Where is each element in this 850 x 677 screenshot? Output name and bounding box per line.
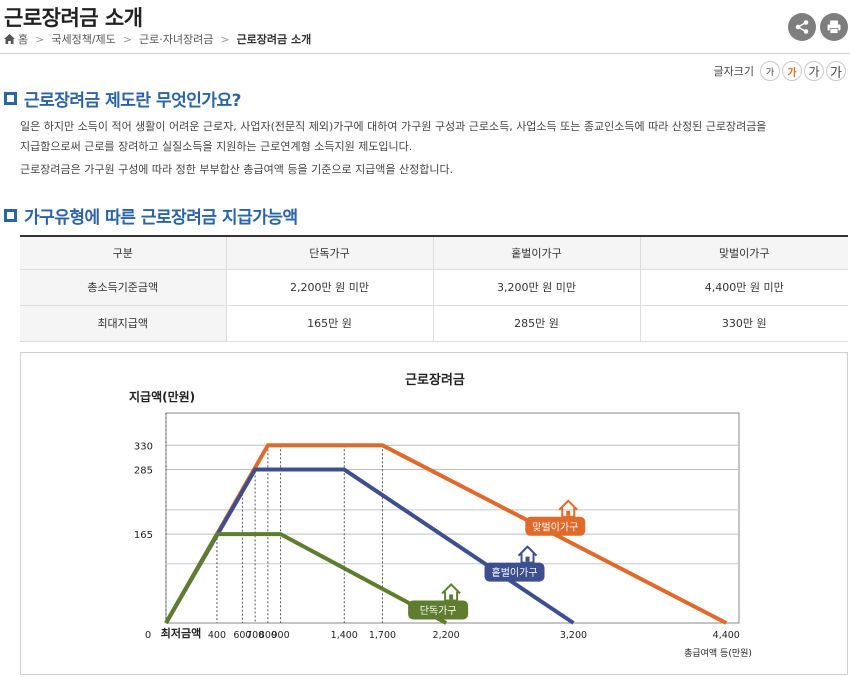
x-tick-label: 700	[246, 630, 264, 641]
table-cell: 330만 원	[639, 305, 848, 342]
series-line	[164, 467, 575, 625]
x-tick-label: 800	[259, 630, 277, 641]
table-row-label: 최대지급액	[20, 305, 226, 342]
font-size-smaller-button[interactable]: 가	[760, 61, 780, 81]
square-bullet-icon	[4, 92, 17, 105]
x-tick-label: 3,200	[560, 630, 587, 641]
y-tick-label: 165	[134, 530, 153, 541]
plot-frame	[165, 412, 740, 624]
font-size-larger-button[interactable]: 가	[804, 61, 824, 81]
x-tick-label: 900	[272, 630, 290, 641]
house-icon	[558, 499, 578, 518]
series-label-badge	[484, 562, 545, 582]
x-min-label: 최저금액	[161, 626, 201, 640]
table-header-cell: 구분	[20, 235, 226, 270]
x-tick-label: 1,700	[369, 630, 396, 641]
y-tick-label: 285	[134, 466, 153, 477]
breadcrumb-home[interactable]: 홈	[18, 33, 29, 46]
x-origin-label: 0	[145, 630, 151, 641]
house-door-icon	[525, 556, 530, 562]
intro-heading-text: 근로장려금 제도란 무엇인가요?	[24, 91, 242, 111]
series-label-badge	[525, 516, 586, 536]
breadcrumb: 홈 > 국세정책/제도 > 근로·자녀장려금 > 근로장려금 소개	[4, 31, 311, 47]
series-label-badge	[408, 600, 469, 620]
font-size-largest-button[interactable]: 가	[826, 61, 846, 81]
series-line	[164, 532, 448, 625]
square-bullet-icon	[4, 209, 17, 222]
house-door-icon	[449, 594, 454, 600]
home-icon[interactable]	[4, 34, 15, 44]
house-icon	[517, 545, 538, 564]
series-label: 홑벌이가구	[492, 566, 538, 579]
x-tick-label: 4,400	[713, 630, 740, 641]
breadcrumb-tax-policy[interactable]: 국세정책/제도	[51, 33, 116, 46]
y-tick-label: 330	[134, 441, 153, 452]
table-header-cell: 홑벌이가구	[432, 235, 640, 270]
y-axis-label: 지급액(만원)	[129, 389, 195, 404]
chart-title: 근로장려금	[405, 372, 465, 388]
series-label: 단독가구	[420, 605, 457, 617]
table-cell: 4,400만 원 미만	[639, 269, 848, 306]
intro-paragraph-2: 근로장려금은 가구원 구성에 따라 정한 부부합산 총급여액 등을 기준으로 지…	[20, 163, 454, 176]
table-header-cell: 맞벌이가구	[639, 235, 848, 270]
intro-heading: 근로장려금 제도란 무엇인가요?	[4, 86, 242, 111]
table-section-heading: 가구유형에 따른 근로장려금 지급가능액	[4, 203, 298, 228]
font-size-label: 글자크기	[713, 65, 754, 78]
house-door-icon	[566, 510, 571, 516]
chevron-right-icon: >	[122, 32, 132, 46]
share-button[interactable]	[788, 13, 816, 41]
table-header-row: 구분 단독가구 홑벌이가구 맞벌이가구	[20, 235, 848, 270]
print-button[interactable]	[820, 13, 848, 41]
top-bar: 근로장려금 소개 홈 > 국세정책/제도 > 근로·자녀장려금 > 근로장려금 …	[0, 0, 850, 54]
x-tick-label: 400	[208, 630, 226, 641]
x-axis-label: 총급여액 등(만원)	[684, 647, 752, 659]
table-cell: 285만 원	[432, 305, 640, 342]
intro-paragraph-line-2: 지급함으로써 근로를 장려하고 실질소득을 지원하는 근로연계형 소득지원 제도…	[20, 140, 413, 153]
table-row: 최대지급액 165만 원 285만 원 330만 원	[20, 305, 848, 342]
table-header-cell: 단독가구	[225, 235, 433, 270]
font-size-control: 글자크기 가 가 가 가	[714, 61, 846, 81]
breadcrumb-current[interactable]: 근로장려금 소개	[236, 33, 312, 46]
table-cell: 3,200만 원 미만	[432, 269, 640, 306]
x-tick-label: 1,400	[331, 630, 358, 641]
page-title: 근로장려금 소개	[4, 6, 143, 30]
print-icon	[827, 20, 841, 34]
font-size-default-button[interactable]: 가	[782, 61, 802, 81]
series-label: 맞벌이가구	[532, 521, 578, 533]
chevron-right-icon: >	[220, 32, 230, 46]
house-icon	[441, 583, 461, 602]
intro-paragraph: 일은 하지만 소득이 적어 생활이 어려운 근로자, 사업자(전문직 제외)가구…	[20, 117, 830, 157]
chevron-right-icon: >	[35, 32, 45, 46]
x-tick-label: 2,200	[433, 630, 460, 641]
table-cell: 165만 원	[225, 305, 433, 342]
table-section-heading-text: 가구유형에 따른 근로장려금 지급가능액	[24, 208, 298, 228]
benefit-table: 구분 단독가구 홑벌이가구 맞벌이가구 총소득기준금액 2,200만 원 미만 …	[20, 235, 848, 342]
x-tick-label: 600	[233, 630, 251, 641]
intro-paragraph-line-1: 일은 하지만 소득이 적어 생활이 어려운 근로자, 사업자(전문직 제외)가구…	[20, 120, 767, 133]
table-cell: 2,200만 원 미만	[225, 269, 433, 306]
share-icon	[795, 20, 809, 34]
table-row: 총소득기준금액 2,200만 원 미만 3,200만 원 미만 4,400만 원…	[20, 269, 848, 306]
table-row-label: 총소득기준금액	[20, 269, 226, 306]
breadcrumb-incentive[interactable]: 근로·자녀장려금	[139, 33, 214, 46]
